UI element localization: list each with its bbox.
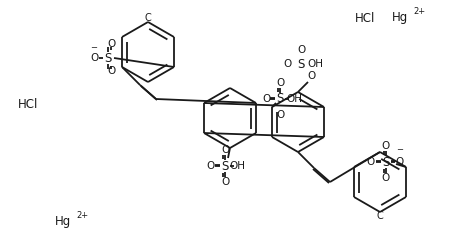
Text: O: O	[276, 78, 284, 88]
Text: −: −	[90, 44, 97, 52]
Text: O: O	[107, 39, 115, 49]
Text: O: O	[396, 157, 404, 167]
Text: O: O	[262, 94, 270, 104]
Text: S: S	[382, 156, 390, 168]
Text: O: O	[90, 53, 98, 63]
Text: O: O	[382, 173, 390, 183]
Text: S: S	[221, 160, 229, 172]
Text: S: S	[104, 52, 112, 64]
Text: 2+: 2+	[76, 212, 88, 220]
Text: O: O	[382, 141, 390, 151]
Text: O: O	[221, 177, 229, 187]
Text: 2+: 2+	[413, 8, 425, 16]
Text: O: O	[221, 145, 229, 155]
Text: OH: OH	[229, 161, 245, 171]
Text: O: O	[206, 161, 214, 171]
Text: Hg: Hg	[55, 216, 71, 228]
Text: −: −	[396, 146, 403, 154]
Text: HCl: HCl	[18, 98, 38, 112]
Text: O: O	[107, 66, 115, 76]
Text: S: S	[276, 92, 284, 106]
Text: O: O	[297, 45, 305, 55]
Text: S: S	[297, 58, 305, 70]
Text: O: O	[276, 110, 284, 120]
Text: O: O	[284, 59, 292, 69]
Text: Hg: Hg	[392, 12, 408, 24]
Text: C: C	[377, 211, 384, 221]
Text: OH: OH	[307, 59, 323, 69]
Text: OH: OH	[286, 94, 302, 104]
Text: O: O	[367, 157, 375, 167]
Text: O: O	[307, 71, 315, 81]
Text: HCl: HCl	[355, 12, 375, 24]
Text: C: C	[145, 13, 151, 23]
